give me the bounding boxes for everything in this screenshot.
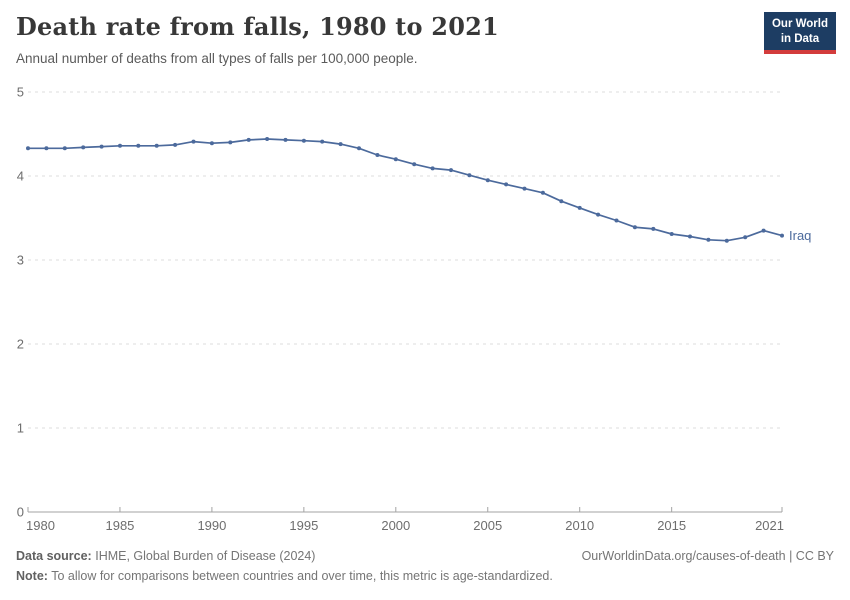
data-point — [338, 142, 343, 147]
data-point — [688, 234, 692, 239]
data-point — [577, 205, 582, 210]
y-tick-label: 2 — [17, 337, 24, 352]
data-source-text: IHME, Global Burden of Disease (2024) — [95, 549, 316, 563]
data-point — [559, 199, 564, 204]
data-point — [412, 162, 417, 167]
data-point — [173, 142, 178, 147]
data-point — [228, 140, 233, 145]
chart-title: Death rate from falls, 1980 to 2021 — [16, 12, 499, 41]
data-point — [118, 143, 122, 148]
data-point — [62, 146, 67, 151]
owid-logo-line2: in Data — [780, 33, 820, 46]
x-tick-label: 1995 — [289, 518, 318, 533]
x-tick-label: 2000 — [381, 518, 410, 533]
credit-link[interactable]: OurWorldinData.org/causes-of-death | CC … — [581, 549, 834, 563]
data-source-line: Data source: IHME, Global Burden of Dise… — [16, 546, 553, 566]
data-point — [522, 186, 527, 191]
y-tick-label: 4 — [17, 169, 24, 184]
y-tick-label: 3 — [17, 253, 24, 268]
data-point — [209, 141, 214, 146]
data-point — [596, 212, 601, 217]
y-tick-label: 5 — [17, 85, 24, 100]
x-tick-label: 2015 — [657, 518, 686, 533]
owid-logo: Our World in Data — [763, 12, 836, 55]
data-point — [614, 218, 619, 223]
data-point — [669, 232, 674, 236]
x-tick-label: 1980 — [26, 518, 55, 533]
data-point — [99, 144, 104, 149]
data-point — [632, 225, 637, 230]
data-point — [724, 238, 729, 243]
data-point — [706, 237, 711, 242]
note-label: Note: — [16, 569, 48, 583]
x-tick-label: 1985 — [105, 518, 134, 533]
y-tick-label: 0 — [17, 505, 24, 520]
data-point — [743, 235, 748, 240]
data-point — [301, 138, 306, 143]
owid-logo-line1: Our World — [771, 18, 828, 30]
data-point — [780, 233, 784, 238]
footer-left: Data source: IHME, Global Burden of Dise… — [16, 546, 553, 586]
note-text: To allow for comparisons between countri… — [51, 569, 553, 583]
data-point — [651, 226, 656, 231]
data-point — [449, 168, 453, 173]
x-tick-label: 2021 — [755, 518, 784, 533]
data-point — [283, 137, 288, 142]
data-point — [761, 228, 766, 233]
data-point — [191, 139, 196, 144]
data-point — [265, 137, 270, 141]
data-point — [320, 139, 325, 144]
data-source-label: Data source: — [16, 549, 92, 563]
data-point — [540, 190, 545, 195]
data-point — [375, 153, 380, 157]
data-point — [81, 145, 86, 150]
data-point — [357, 146, 361, 151]
x-tick-label: 1990 — [197, 518, 226, 533]
data-point — [44, 146, 49, 151]
x-tick-label: 2010 — [565, 518, 594, 533]
data-point — [467, 173, 472, 178]
data-point — [430, 166, 435, 171]
note-line: Note: To allow for comparisons between c… — [16, 566, 553, 586]
y-tick-label: 1 — [17, 421, 24, 436]
chart-subtitle: Annual number of deaths from all types o… — [16, 51, 418, 66]
data-point — [246, 137, 251, 142]
series-end-label: Iraq — [789, 228, 811, 243]
x-tick-label: 2005 — [473, 518, 502, 533]
data-point — [485, 178, 490, 183]
series-line — [28, 138, 783, 242]
data-point — [393, 157, 398, 162]
data-point — [136, 143, 141, 148]
data-point — [26, 146, 30, 151]
data-point — [504, 182, 509, 187]
data-point — [154, 143, 159, 148]
